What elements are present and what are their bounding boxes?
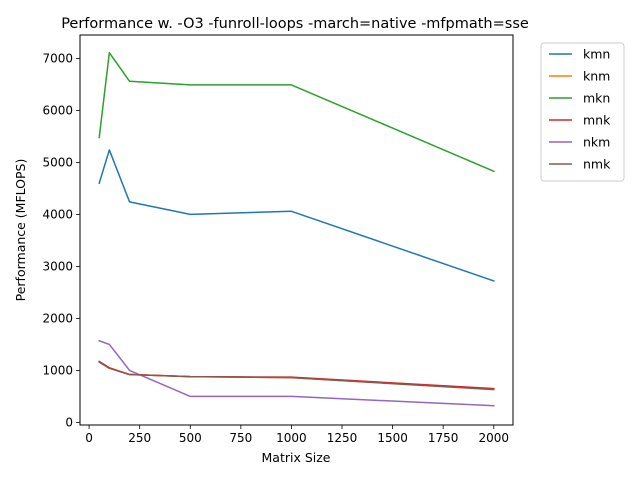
series-lines (98, 51, 495, 407)
y-axis-ticks: 0 1000 2000 3000 4000 5000 6000 7000 (42, 51, 80, 429)
legend-label-kmn: kmn (583, 47, 610, 62)
legend: kmn knm mkn mnk nkm nmk (540, 42, 625, 182)
y-tick-label: 2000 (42, 311, 73, 325)
legend-label-mnk: mnk (583, 113, 611, 128)
x-tick-label: 1500 (377, 431, 408, 445)
y-axis-label: Performance (MFLOPS) (13, 159, 28, 302)
x-tick-label: 750 (229, 431, 252, 445)
series-line-mkn (98, 51, 495, 173)
series-line-kmn (98, 149, 495, 282)
legend-label-nmk: nmk (583, 157, 611, 172)
legend-label-knm: knm (583, 69, 610, 84)
chart-title: Performance w. -O3 -funroll-loops -march… (61, 16, 529, 32)
x-tick-label: 250 (128, 431, 151, 445)
x-tick-label: 1000 (276, 431, 307, 445)
plot-area-frame (79, 34, 514, 426)
series-line-nkm (98, 339, 495, 407)
y-tick-label: 6000 (42, 103, 73, 117)
x-tick-label: 500 (179, 431, 202, 445)
series-line-nmk (98, 361, 495, 391)
y-tick-label: 1000 (42, 363, 73, 377)
x-tick-label: 0 (85, 431, 93, 445)
legend-label-mkn: mkn (583, 91, 610, 106)
x-axis-label: Matrix Size (262, 450, 331, 465)
x-tick-label: 1750 (428, 431, 459, 445)
y-tick-label: 0 (65, 415, 73, 429)
y-tick-label: 5000 (42, 155, 73, 169)
legend-box (540, 42, 625, 182)
legend-label-nkm: nkm (583, 135, 610, 150)
x-axis-ticks: 0 250 500 750 1000 1250 1500 1750 2000 (85, 425, 509, 445)
x-tick-label: 2000 (479, 431, 510, 445)
y-tick-label: 7000 (42, 51, 73, 65)
y-tick-label: 4000 (42, 207, 73, 221)
x-tick-label: 1250 (327, 431, 358, 445)
y-tick-label: 3000 (42, 259, 73, 273)
